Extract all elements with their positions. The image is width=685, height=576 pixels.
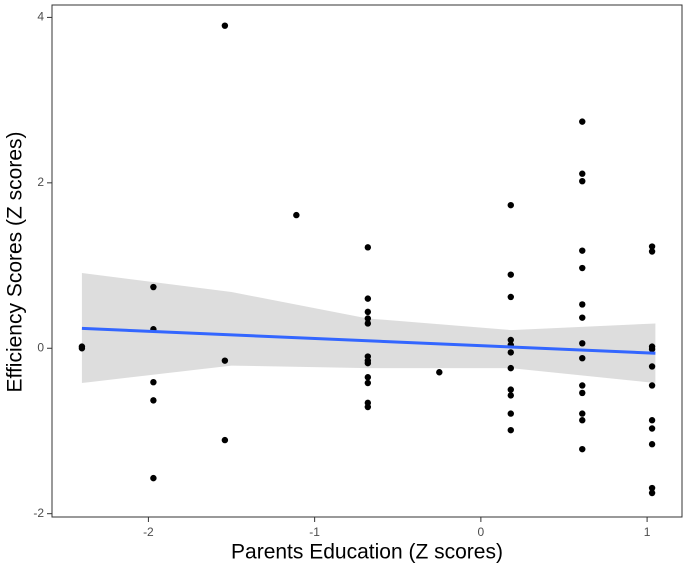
point (364, 315, 372, 322)
point (648, 417, 656, 424)
point (507, 293, 514, 301)
point (507, 336, 514, 344)
point (579, 177, 586, 185)
y-axis-title: Efficiency Scores (Z scores) (4, 131, 27, 392)
point (436, 369, 443, 376)
point (648, 382, 656, 389)
point (648, 441, 656, 448)
point (579, 410, 586, 417)
point (507, 392, 514, 399)
point (150, 397, 157, 404)
point (150, 283, 157, 291)
point (579, 389, 586, 397)
point (579, 170, 586, 177)
point (293, 211, 300, 219)
y-tick-label: 2 (37, 175, 44, 189)
point (579, 354, 586, 362)
point (579, 340, 586, 347)
point (579, 417, 586, 424)
point (579, 445, 586, 453)
x-tick-label: -1 (309, 525, 320, 539)
y-tick-label: 0 (37, 340, 44, 354)
point (648, 425, 656, 432)
point (221, 22, 229, 29)
point (579, 118, 586, 125)
point (364, 403, 372, 411)
x-tick-label: 0 (478, 525, 485, 539)
point (364, 374, 372, 381)
point (648, 484, 656, 492)
point (507, 349, 514, 356)
point (507, 386, 514, 393)
point (364, 379, 372, 387)
point (150, 378, 157, 386)
point (579, 314, 586, 321)
point (579, 264, 586, 272)
point (507, 410, 514, 417)
panel-border (51, 4, 683, 518)
point (507, 201, 514, 209)
y-tick-label: -2 (33, 506, 44, 520)
fit-line (81, 326, 656, 355)
point (507, 426, 514, 434)
point (364, 359, 372, 367)
point (364, 308, 372, 316)
point (648, 248, 656, 255)
point (648, 489, 656, 497)
x-axis-title: Parents Education (Z scores) (231, 541, 503, 564)
point (579, 382, 586, 389)
point (364, 320, 372, 327)
point (507, 364, 514, 372)
point (579, 247, 586, 254)
point (507, 271, 514, 278)
point (648, 363, 656, 370)
point (364, 295, 372, 302)
x-tick-label: 1 (644, 525, 651, 539)
y-tick-label: 4 (37, 10, 44, 24)
point (78, 345, 86, 352)
confidence-band (81, 272, 656, 384)
x-tick-label: -2 (143, 525, 154, 539)
point (221, 436, 229, 444)
point (221, 357, 229, 364)
point (648, 243, 656, 250)
point (579, 301, 586, 308)
point (150, 474, 157, 482)
point (364, 244, 372, 251)
point (648, 345, 656, 353)
